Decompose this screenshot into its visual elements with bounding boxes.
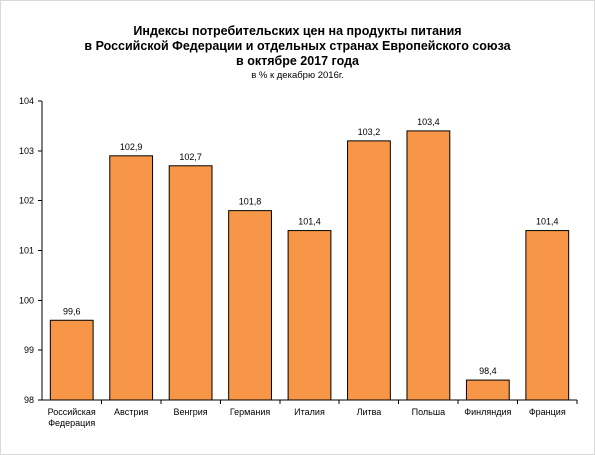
data-label: 101,4 bbox=[298, 217, 321, 227]
bar bbox=[49, 319, 94, 401]
y-tick-label: 98 bbox=[24, 395, 34, 405]
bar bbox=[347, 140, 391, 401]
y-tick-label: 100 bbox=[19, 295, 34, 305]
data-label: 98,4 bbox=[479, 366, 497, 376]
data-label: 101,4 bbox=[536, 217, 559, 227]
y-tick-label: 103 bbox=[19, 146, 34, 156]
data-label: 101,8 bbox=[239, 197, 262, 207]
chart-title-block: Индексы потребительских цен на продукты … bbox=[0, 24, 595, 82]
category-label: Венгрия bbox=[174, 407, 208, 417]
data-label: 99,6 bbox=[63, 306, 81, 316]
chart-title-line-3: в октябре 2017 года bbox=[236, 54, 359, 68]
category-label: Франция bbox=[529, 407, 566, 417]
data-label: 102,7 bbox=[179, 152, 202, 162]
data-label: 103,4 bbox=[417, 117, 440, 127]
bar bbox=[109, 155, 154, 401]
bar bbox=[287, 230, 332, 401]
bar bbox=[228, 210, 272, 401]
y-tick-label: 101 bbox=[19, 246, 34, 256]
y-tick-label: 99 bbox=[24, 345, 34, 355]
chart-title-line-2: в Российской Федерации и отдельных стран… bbox=[84, 39, 511, 53]
category-label: Российская bbox=[48, 407, 96, 417]
data-label: 103,2 bbox=[358, 127, 381, 137]
chart-title-line-1: Индексы потребительских цен на продукты … bbox=[133, 24, 462, 38]
bar bbox=[465, 379, 510, 401]
category-label: Италия bbox=[294, 407, 325, 417]
bar bbox=[168, 165, 213, 401]
bar bbox=[525, 230, 570, 401]
y-tick-label: 102 bbox=[19, 196, 34, 206]
y-tick-label: 104 bbox=[19, 96, 34, 106]
category-label: Финляндия bbox=[464, 407, 511, 417]
category-label: Литва bbox=[357, 407, 382, 417]
category-label: Федерация bbox=[48, 418, 95, 428]
category-label: Польша bbox=[412, 407, 445, 417]
chart-subtitle: в % к декабрю 2016г. bbox=[251, 70, 344, 81]
category-label: Австрия bbox=[114, 407, 148, 417]
category-label: Германия bbox=[230, 407, 270, 417]
data-label: 102,9 bbox=[120, 142, 143, 152]
bar bbox=[406, 130, 451, 401]
